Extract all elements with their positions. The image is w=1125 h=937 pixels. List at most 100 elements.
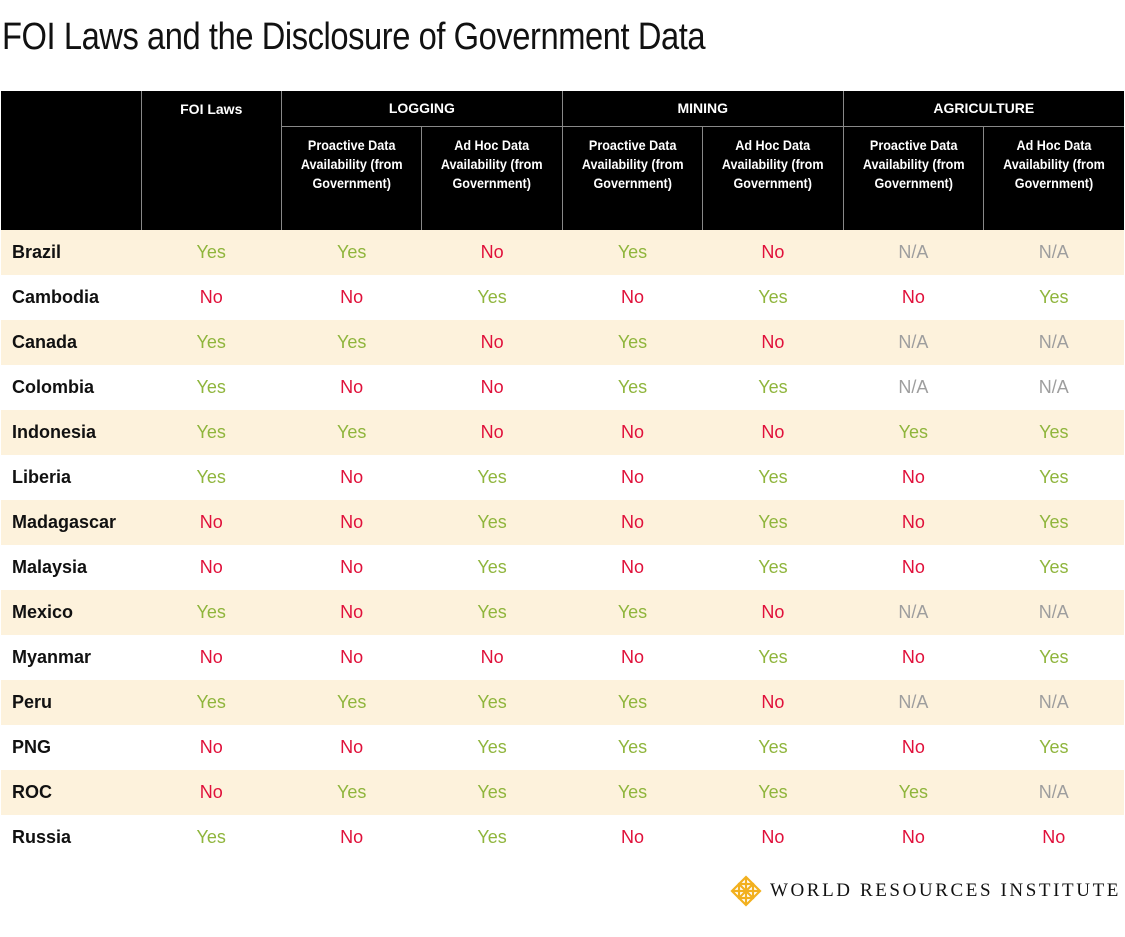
cell-mining-proactive: No bbox=[621, 827, 645, 847]
header-label: Proactive Data Availability (from Govern… bbox=[862, 137, 965, 191]
cell-logging-proactive: No bbox=[281, 500, 422, 545]
cell-mining-proactive: No bbox=[621, 557, 645, 577]
header-blank bbox=[1, 91, 142, 230]
cell-mining-adhoc: No bbox=[761, 827, 785, 847]
cell-mining-proactive: Yes bbox=[617, 737, 648, 757]
cell-logging-proactive: Yes bbox=[281, 410, 422, 455]
table-row: Peru Yes Yes Yes Yes No N/A N/A bbox=[1, 680, 1124, 725]
cell-logging-adhoc: No bbox=[480, 377, 504, 397]
cell-foi: Yes bbox=[141, 680, 282, 725]
cell-logging-adhoc: No bbox=[480, 647, 504, 667]
cell-mining-adhoc: No bbox=[702, 320, 844, 365]
cell-agriculture-adhoc: N/A bbox=[983, 680, 1124, 725]
wri-lattice-icon bbox=[730, 875, 762, 907]
cell-agriculture-proactive: No bbox=[901, 647, 925, 667]
cell-foi: No bbox=[199, 557, 223, 577]
cell-logging-adhoc: Yes bbox=[477, 737, 507, 757]
cell-mining-adhoc: Yes bbox=[758, 287, 788, 307]
table-row: Cambodia No No Yes No Yes No Yes bbox=[1, 275, 1124, 320]
header-logging: LOGGING bbox=[280, 91, 563, 127]
cell-mining-proactive: No bbox=[621, 647, 645, 667]
cell-agriculture-adhoc: N/A bbox=[983, 230, 1124, 275]
cell-mining-proactive: Yes bbox=[562, 230, 703, 275]
cell-logging-proactive: No bbox=[340, 557, 364, 577]
cell-agriculture-proactive: Yes bbox=[843, 410, 984, 455]
cell-foi: No bbox=[141, 500, 282, 545]
cell-mining-adhoc: No bbox=[702, 410, 844, 455]
country-cell: Peru bbox=[1, 680, 142, 725]
cell-mining-proactive: Yes bbox=[562, 770, 703, 815]
cell-logging-adhoc: Yes bbox=[421, 770, 563, 815]
cell-mining-adhoc: Yes bbox=[758, 647, 788, 667]
cell-logging-proactive: Yes bbox=[281, 230, 422, 275]
cell-foi: Yes bbox=[141, 230, 282, 275]
table-row: Liberia Yes No Yes No Yes No Yes bbox=[1, 455, 1124, 500]
cell-logging-adhoc: Yes bbox=[421, 680, 563, 725]
cell-logging-proactive: Yes bbox=[281, 680, 422, 725]
cell-logging-proactive: No bbox=[340, 827, 364, 847]
cell-foi: No bbox=[141, 770, 282, 815]
header-logging-adhoc: Ad Hoc Data Availability (from Governmen… bbox=[421, 126, 563, 230]
cell-agriculture-adhoc: Yes bbox=[1039, 557, 1069, 577]
foi-table: FOI Laws LOGGING MINING AGRICULTURE Proa… bbox=[1, 91, 1124, 860]
cell-agriculture-adhoc: Yes bbox=[983, 500, 1124, 545]
country-cell: Canada bbox=[1, 320, 142, 365]
cell-agriculture-adhoc: N/A bbox=[983, 770, 1124, 815]
header-mining-adhoc: Ad Hoc Data Availability (from Governmen… bbox=[702, 126, 844, 230]
cell-mining-proactive: Yes bbox=[562, 320, 703, 365]
cell-logging-proactive: No bbox=[281, 590, 422, 635]
table-row: Colombia Yes No No Yes Yes N/A N/A bbox=[1, 365, 1124, 410]
cell-foi: No bbox=[199, 737, 223, 757]
cell-mining-proactive: Yes bbox=[562, 590, 703, 635]
cell-mining-adhoc: Yes bbox=[702, 770, 844, 815]
country-cell: Brazil bbox=[1, 230, 142, 275]
cell-mining-proactive: No bbox=[621, 467, 645, 487]
cell-foi: Yes bbox=[196, 467, 226, 487]
table-row: Russia Yes No Yes No No No No bbox=[1, 815, 1124, 860]
cell-logging-adhoc: Yes bbox=[421, 500, 563, 545]
cell-logging-proactive: No bbox=[340, 737, 364, 757]
cell-agriculture-proactive: No bbox=[901, 737, 925, 757]
country-cell: Mexico bbox=[1, 590, 142, 635]
wri-logo-text: WORLD RESOURCES INSTITUTE bbox=[769, 880, 1121, 901]
cell-mining-adhoc: No bbox=[702, 230, 844, 275]
country-cell: Myanmar bbox=[12, 647, 92, 667]
cell-agriculture-adhoc: Yes bbox=[1039, 287, 1069, 307]
cell-agriculture-adhoc: Yes bbox=[983, 410, 1124, 455]
cell-agriculture-proactive: N/A bbox=[898, 377, 929, 397]
cell-mining-proactive: Yes bbox=[617, 377, 648, 397]
cell-foi: Yes bbox=[141, 590, 282, 635]
country-cell: Indonesia bbox=[1, 410, 142, 455]
cell-foi: Yes bbox=[141, 410, 282, 455]
cell-agriculture-adhoc: N/A bbox=[983, 320, 1124, 365]
header-label: Proactive Data Availability (from Govern… bbox=[300, 137, 403, 191]
table-row: Brazil Yes Yes No Yes No N/A N/A bbox=[1, 230, 1124, 275]
cell-logging-adhoc: No bbox=[421, 320, 563, 365]
cell-mining-adhoc: Yes bbox=[702, 500, 844, 545]
cell-logging-adhoc: Yes bbox=[477, 557, 507, 577]
header-mining: MINING bbox=[561, 91, 844, 127]
cell-agriculture-proactive: No bbox=[901, 557, 925, 577]
cell-logging-adhoc: Yes bbox=[477, 827, 507, 847]
cell-foi: Yes bbox=[141, 320, 282, 365]
table-row: Malaysia No No Yes No Yes No Yes bbox=[1, 545, 1124, 590]
cell-foi: No bbox=[199, 647, 223, 667]
table-body: Brazil Yes Yes No Yes No N/A N/A Cambodia No No Yes… bbox=[1, 230, 1124, 860]
cell-agriculture-proactive: N/A bbox=[843, 320, 984, 365]
country-cell: Malaysia bbox=[12, 557, 88, 577]
header-agriculture-proactive: Proactive Data Availability (from Govern… bbox=[842, 126, 984, 230]
table-row: ROC No Yes Yes Yes Yes Yes N/A bbox=[1, 770, 1124, 815]
table-row: Madagascar No No Yes No Yes No Yes bbox=[1, 500, 1124, 545]
wri-logo: WORLD RESOURCES INSTITUTE bbox=[730, 874, 1121, 908]
header-label: Ad Hoc Data Availability (from Governmen… bbox=[722, 137, 824, 191]
table-row: Indonesia Yes Yes No No No Yes Yes bbox=[1, 410, 1124, 455]
cell-mining-proactive: Yes bbox=[562, 680, 703, 725]
cell-agriculture-proactive: No bbox=[901, 467, 925, 487]
cell-logging-adhoc: Yes bbox=[477, 287, 507, 307]
cell-logging-adhoc: No bbox=[421, 230, 563, 275]
cell-foi: No bbox=[199, 287, 223, 307]
cell-mining-adhoc: Yes bbox=[758, 737, 788, 757]
table-row: Myanmar No No No No Yes No Yes bbox=[1, 635, 1124, 680]
header-mining-proactive: Proactive Data Availability (from Govern… bbox=[561, 126, 703, 230]
header-label: Ad Hoc Data Availability (from Governmen… bbox=[1003, 137, 1105, 191]
